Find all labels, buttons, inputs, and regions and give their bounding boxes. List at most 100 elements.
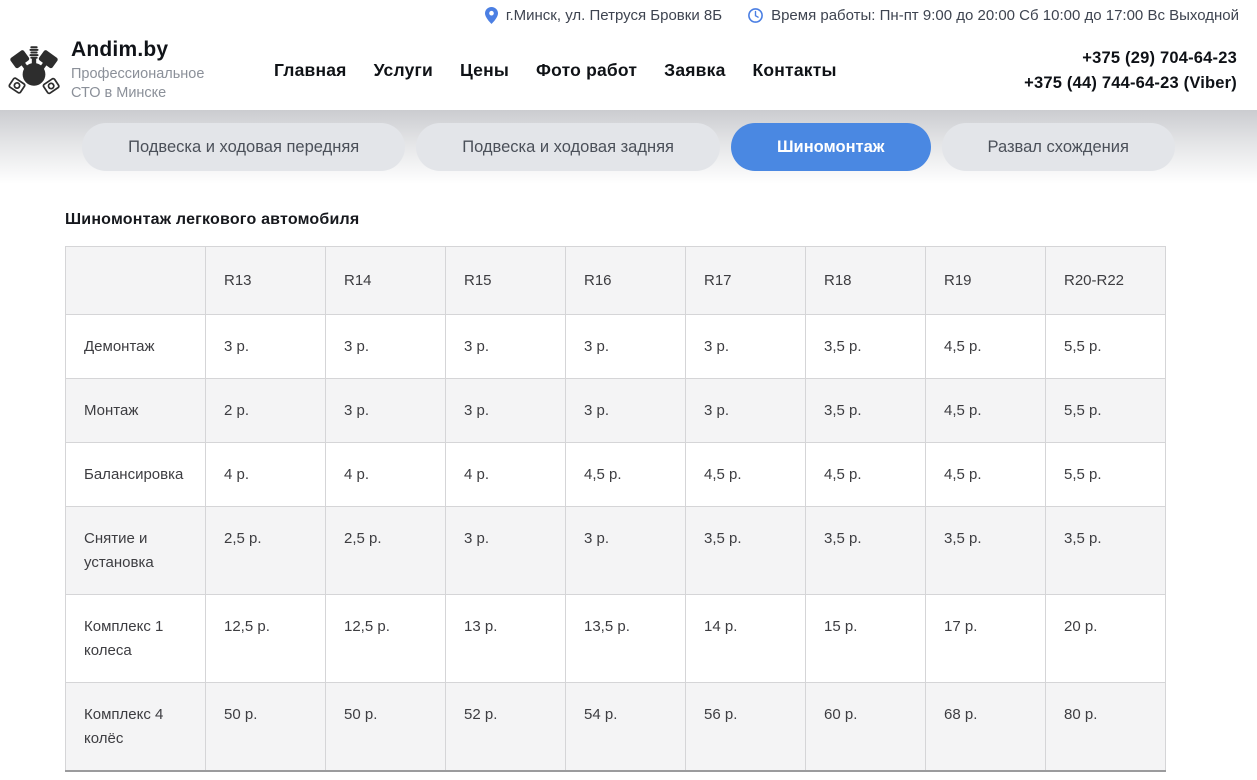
nav-item-kontakty[interactable]: Контакты [752,60,837,80]
table-row: Балансировка 4 р. 4 р. 4 р. 4,5 р. 4,5 р. 4,5 … [65,442,1166,507]
clock-icon [748,8,763,23]
price-cell: 3,5 р. [805,378,926,443]
price-cell: 14 р. [685,594,806,683]
table-row: Комплекс 4 колёс 50 р. 50 р. 52 р. 54 р. 56 р… [65,682,1166,772]
price-table: R13 R14 R15 R16 R17 R18 R19 R20-R22 Демонтаж 3 р… [65,246,1166,772]
table-row: Демонтаж 3 р. 3 р. 3 р. 3 р. 3 р. 3,5 р. 4,5 р.… [65,314,1166,379]
price-cell: 17 р. [925,594,1046,683]
column-header-r15: R15 [445,246,566,315]
brand-name: Andim.by [71,38,169,62]
price-cell: 4,5 р. [925,314,1046,379]
price-cell: 5,5 р. [1045,314,1166,379]
phone-link-2[interactable]: +375 (44) 744-64-23 (Viber) [1024,73,1237,92]
price-cell: 13 р. [445,594,566,683]
price-cell: 3 р. [565,506,686,595]
topbar: г.Минск, ул. Петруся Бровки 8Б Время раб… [0,0,1257,31]
nav-item-foto-rabot[interactable]: Фото работ [536,60,638,80]
price-cell: 2,5 р. [205,506,326,595]
nav-item-glavnaya[interactable]: Главная [274,60,347,80]
column-header-r13: R13 [205,246,326,315]
tab-shinomontazh[interactable]: Шиномонтаж [730,123,931,171]
price-cell: 4 р. [445,442,566,507]
price-cell: 5,5 р. [1045,442,1166,507]
phones-block: +375 (29) 704-64-23 +375 (44) 744-64-23 … [1024,46,1237,96]
table-row: Монтаж 2 р. 3 р. 3 р. 3 р. 3 р. 3,5 р. 4,5 р. 5,… [65,378,1166,443]
tab-podveska-zadnyaya[interactable]: Подвеска и ходовая задняя [416,123,720,171]
location-pin-icon [484,7,498,24]
price-cell: 4 р. [205,442,326,507]
price-cell: 3 р. [565,378,686,443]
row-label: Балансировка [65,442,206,507]
price-cell: 5,5 р. [1045,378,1166,443]
price-cell: 80 р. [1045,682,1166,772]
price-cell: 68 р. [925,682,1046,772]
nav-item-uslugi[interactable]: Услуги [373,60,433,80]
price-cell: 50 р. [325,682,446,772]
price-cell: 3 р. [685,378,806,443]
price-cell: 4,5 р. [565,442,686,507]
price-cell: 3 р. [565,314,686,379]
price-cell: 3,5 р. [1045,506,1166,595]
hours-text: Время работы: Пн-пт 9:00 до 20:00 Сб 10:… [771,7,1239,24]
price-cell: 56 р. [685,682,806,772]
price-cell: 4 р. [325,442,446,507]
price-cell: 3 р. [685,314,806,379]
price-cell: 2 р. [205,378,326,443]
site-header: Andim.by Профессиональное СТО в Минске Г… [0,31,1257,110]
pistons-logo-icon [8,46,60,95]
main-content: Шиномонтаж легкового автомобиля R13 R14 R1… [0,211,1257,780]
price-cell: 3,5 р. [805,506,926,595]
table-row: Снятие и установка 2,5 р. 2,5 р. 3 р. 3 р. 3,… [65,506,1166,595]
price-cell: 20 р. [1045,594,1166,683]
nav-item-tseny[interactable]: Цены [459,60,510,80]
address-text: г.Минск, ул. Петруся Бровки 8Б [505,7,723,24]
tab-razval-skhozhdeniya[interactable]: Развал схождения [941,123,1175,171]
price-cell: 4,5 р. [805,442,926,507]
column-header-r14: R14 [325,246,446,315]
column-header-r20-r22: R20-R22 [1045,246,1166,315]
brand-logo-link[interactable]: Andim.by Профессиональное СТО в Минске [6,38,274,103]
price-cell: 2,5 р. [325,506,446,595]
price-cell: 3,5 р. [685,506,806,595]
nav-item-zayavka[interactable]: Заявка [664,60,726,80]
tab-podveska-perednyaya[interactable]: Подвеска и ходовая передняя [82,123,406,171]
table-row: Комплекс 1 колеса 12,5 р. 12,5 р. 13 р. 13,5… [65,594,1166,683]
row-label: Снятие и установка [65,506,206,595]
hours-block: Время работы: Пн-пт 9:00 до 20:00 Сб 10:… [748,7,1239,24]
price-cell: 4,5 р. [685,442,806,507]
price-cell: 3 р. [445,506,566,595]
tabs-section: Подвеска и ходовая передняя Подвеска и хо… [0,110,1257,184]
header-row: R13 R14 R15 R16 R17 R18 R19 R20-R22 [65,246,1166,315]
row-label: Комплекс 4 колёс [65,682,206,772]
column-header-r18: R18 [805,246,926,315]
price-cell: 60 р. [805,682,926,772]
phone-link-1[interactable]: +375 (29) 704-64-23 [1082,48,1237,67]
column-header-r17: R17 [685,246,806,315]
price-cell: 4,5 р. [925,442,1046,507]
price-cell: 15 р. [805,594,926,683]
price-cell: 13,5 р. [565,594,686,683]
price-cell: 3,5 р. [805,314,926,379]
brand-tagline: Профессиональное СТО в Минске [71,66,205,102]
price-table-body: Демонтаж 3 р. 3 р. 3 р. 3 р. 3 р. 3,5 р. 4,5 р.… [65,314,1166,772]
price-cell: 54 р. [565,682,686,772]
column-header-r19: R19 [925,246,1046,315]
price-table-head: R13 R14 R15 R16 R17 R18 R19 R20-R22 [65,246,1166,315]
address-block: г.Минск, ул. Петруся Бровки 8Б [484,7,723,24]
price-cell: 50 р. [205,682,326,772]
price-cell: 3 р. [325,314,446,379]
price-cell: 3 р. [325,378,446,443]
price-cell: 3 р. [205,314,326,379]
corner-header-cell [65,246,206,315]
main-nav: Главная Услуги Цены Фото работ Заявка Контакт… [274,60,837,81]
price-cell: 12,5 р. [205,594,326,683]
price-cell: 4,5 р. [925,378,1046,443]
price-cell: 3 р. [445,378,566,443]
price-cell: 52 р. [445,682,566,772]
column-header-r16: R16 [565,246,686,315]
price-cell: 3,5 р. [925,506,1046,595]
row-label: Демонтаж [65,314,206,379]
row-label: Комплекс 1 колеса [65,594,206,683]
price-cell: 12,5 р. [325,594,446,683]
price-cell: 3 р. [445,314,566,379]
